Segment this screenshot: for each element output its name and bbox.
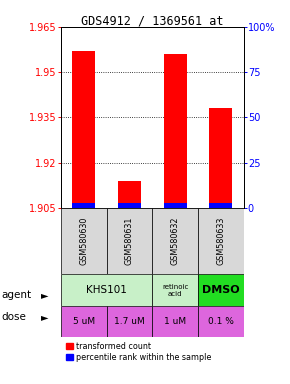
Text: GSM580630: GSM580630 (79, 217, 88, 265)
Legend: transformed count, percentile rank within the sample: transformed count, percentile rank withi… (65, 341, 212, 363)
Bar (164, 204, 186, 208)
Text: KHS101: KHS101 (86, 285, 127, 295)
Bar (164, 54, 186, 208)
Text: 1.7 uM: 1.7 uM (114, 317, 145, 326)
Text: agent: agent (1, 290, 32, 300)
Text: 1 uM: 1 uM (164, 317, 186, 326)
Text: ►: ► (41, 290, 49, 300)
Title: GDS4912 / 1369561_at: GDS4912 / 1369561_at (81, 14, 224, 27)
Text: DMSO: DMSO (202, 285, 240, 295)
Bar (72, 51, 95, 208)
Text: 5 uM: 5 uM (73, 317, 95, 326)
Text: GSM580633: GSM580633 (216, 217, 225, 265)
Text: GSM580631: GSM580631 (125, 217, 134, 265)
Bar (209, 204, 232, 208)
Bar (152, 274, 198, 306)
Bar (106, 208, 152, 274)
Bar (209, 108, 232, 208)
Text: 0.1 %: 0.1 % (208, 317, 234, 326)
Bar (152, 208, 198, 274)
Text: dose: dose (1, 312, 26, 322)
Bar (118, 204, 141, 208)
Bar (106, 306, 152, 337)
Bar (118, 181, 141, 208)
Bar (198, 208, 244, 274)
Text: retinoic
acid: retinoic acid (162, 283, 188, 296)
Bar (198, 306, 244, 337)
Bar (152, 306, 198, 337)
Bar (72, 204, 95, 208)
Bar (61, 274, 152, 306)
Bar (198, 274, 244, 306)
Bar (61, 208, 106, 274)
Text: ►: ► (41, 312, 49, 322)
Bar (61, 306, 106, 337)
Text: GSM580632: GSM580632 (171, 217, 180, 265)
